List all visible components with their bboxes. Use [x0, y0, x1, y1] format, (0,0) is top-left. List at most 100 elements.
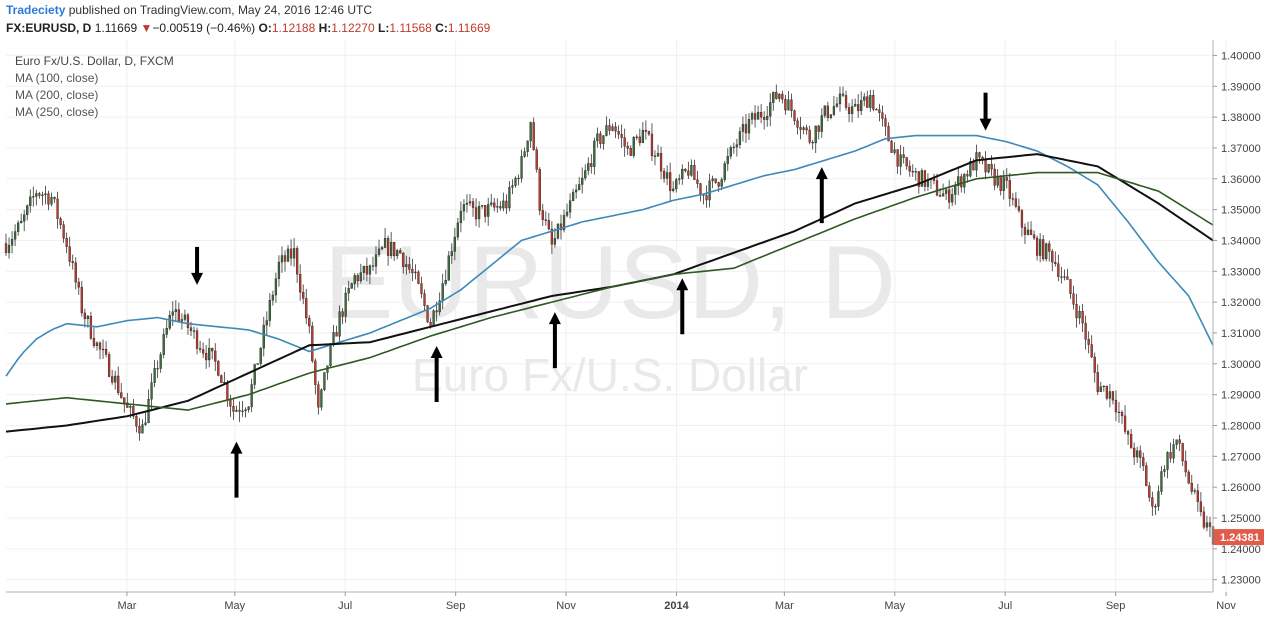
price-tick-label: 1.25000 — [1221, 513, 1261, 525]
candle — [1045, 242, 1048, 262]
arrow-down-icon — [191, 246, 204, 285]
publisher-brand[interactable]: Tradeciety — [6, 3, 66, 17]
price-axis[interactable]: 1.40000 1.39000 1.38000 1.37000 1.36000 1.350… — [1212, 40, 1264, 592]
candle — [1196, 483, 1199, 512]
candle — [371, 256, 375, 271]
candle — [1105, 385, 1108, 401]
candle — [235, 405, 238, 413]
candle — [708, 173, 711, 208]
candle — [511, 179, 514, 195]
candle — [171, 301, 174, 326]
candle — [38, 191, 41, 199]
candle — [951, 187, 954, 206]
candle — [538, 167, 541, 216]
candle — [584, 164, 587, 181]
candle — [141, 419, 144, 434]
candle — [811, 139, 814, 150]
candle — [1020, 209, 1024, 237]
candle — [341, 308, 344, 325]
candle — [508, 181, 511, 212]
candle — [850, 99, 854, 123]
candle — [684, 168, 687, 173]
candle — [705, 185, 708, 208]
candle — [523, 147, 526, 158]
candle — [1099, 381, 1102, 393]
candle — [1042, 234, 1045, 262]
candle — [820, 108, 823, 138]
legend-ma-250[interactable]: MA (250, close) — [15, 105, 99, 119]
candle — [835, 97, 839, 108]
candle — [83, 308, 86, 328]
legend-title: Euro Fx/U.S. Dollar, D, FXCM — [15, 54, 174, 68]
time-tick-label: Sep — [446, 600, 466, 612]
candle — [593, 137, 596, 175]
candle — [847, 103, 851, 123]
arrow-up-icon — [676, 278, 689, 335]
candle — [653, 150, 657, 166]
candle — [884, 114, 887, 137]
ma-100-line — [5, 134, 1214, 377]
candle — [335, 325, 338, 337]
candle — [914, 167, 917, 181]
arrow-up-icon — [230, 441, 243, 498]
candle — [1205, 515, 1209, 532]
candle — [860, 91, 863, 116]
price-chart[interactable]: EURUSD, D Euro Fx/U.S. Dollar 1.40000 1.3… — [0, 40, 1270, 619]
close-value: 1.11669 — [447, 21, 491, 35]
annotation-arrows — [191, 92, 992, 498]
candle — [1172, 438, 1175, 464]
candle — [832, 95, 836, 117]
candle — [117, 366, 120, 396]
candle — [787, 90, 790, 111]
candle — [208, 338, 211, 368]
candle — [1108, 384, 1112, 408]
candle — [1123, 405, 1127, 435]
legend-ma-200[interactable]: MA (200, close) — [15, 88, 99, 102]
candle — [638, 128, 641, 147]
candle — [814, 125, 817, 154]
time-axis[interactable]: Mar May Jul Sep Nov 2014 Mar May Jul Sep Nov — [6, 591, 1236, 612]
candle — [656, 144, 660, 157]
candle — [581, 167, 584, 194]
candle — [47, 190, 50, 211]
candle — [247, 406, 250, 413]
candle — [772, 91, 775, 111]
candle — [499, 201, 502, 211]
candle — [92, 327, 96, 349]
candle — [841, 86, 845, 98]
candle — [383, 228, 387, 249]
candle — [571, 188, 575, 202]
candle — [623, 128, 626, 157]
candle — [241, 400, 244, 417]
candle — [596, 127, 599, 148]
candle — [365, 257, 369, 282]
candle — [386, 235, 390, 266]
candle — [496, 198, 499, 213]
candle — [741, 116, 745, 142]
candle — [881, 105, 884, 127]
candle — [153, 360, 156, 388]
price-tick-label: 1.31000 — [1221, 328, 1261, 340]
candle — [217, 359, 220, 377]
candle — [1008, 173, 1011, 207]
candle — [101, 339, 105, 359]
candle — [568, 193, 572, 219]
candle — [687, 161, 690, 179]
candle — [890, 139, 893, 153]
candle — [711, 175, 714, 189]
price-tick-label: 1.27000 — [1221, 451, 1261, 463]
time-tick-label: Nov — [1216, 600, 1236, 612]
legend-ma-100[interactable]: MA (100, close) — [15, 71, 99, 85]
price-tick-label: 1.37000 — [1221, 143, 1261, 155]
candle — [220, 374, 223, 383]
candle — [556, 223, 560, 240]
current-price-label: 1.24381 — [1220, 532, 1260, 544]
price-tick-label: 1.34000 — [1221, 235, 1261, 247]
ma-250-line — [5, 171, 1214, 411]
candle — [195, 327, 199, 355]
candle — [474, 198, 478, 227]
candle — [198, 340, 202, 353]
candle — [941, 183, 945, 197]
candle — [759, 104, 763, 124]
candle — [405, 255, 408, 275]
